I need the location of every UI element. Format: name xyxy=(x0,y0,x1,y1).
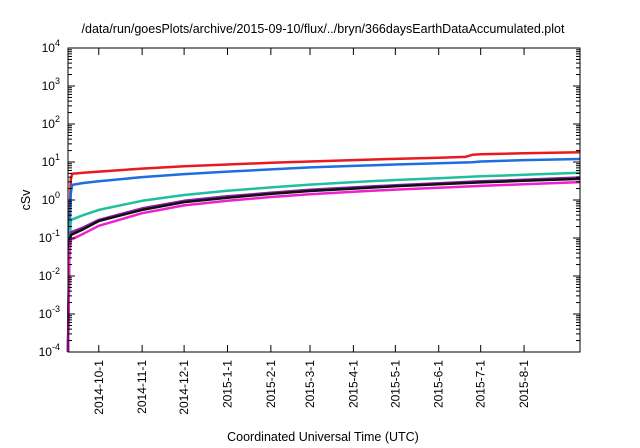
y-axis-label: cSv xyxy=(19,189,33,211)
x-tick-label: 2015-4-1 xyxy=(346,360,360,408)
series-line-5 xyxy=(66,177,581,353)
x-tick-label: 2015-2-1 xyxy=(264,360,278,408)
x-tick-label: 2015-6-1 xyxy=(432,360,446,408)
y-tick-label: 102 xyxy=(42,114,60,131)
x-tick-label: 2014-11-1 xyxy=(135,360,149,414)
y-tick-label: 101 xyxy=(42,152,60,169)
x-axis-label: Coordinated Universal Time (UTC) xyxy=(227,430,419,444)
series-layer xyxy=(66,151,581,353)
series-line-3 xyxy=(66,171,581,353)
x-axis: 2014-10-1 2014-11-1 2014-12-1 2015-1-1 2015-… xyxy=(92,48,531,415)
x-tick-label: 2015-3-1 xyxy=(303,360,317,408)
series-line-2 xyxy=(66,157,581,353)
y-axis: 104 103 102 101 100 10-1 10-2 10-3 10-4 xyxy=(39,38,580,359)
y-tick-label: 103 xyxy=(42,76,60,93)
series-line-6 xyxy=(66,180,581,353)
y-tick-label: 104 xyxy=(42,38,60,55)
x-tick-label: 2014-10-1 xyxy=(92,360,106,415)
y-tick-label: 10-3 xyxy=(39,304,60,321)
series-line-1 xyxy=(66,151,581,353)
x-tick-label: 2015-8-1 xyxy=(517,360,531,408)
x-tick-label: 2015-1-1 xyxy=(220,360,234,408)
y-tick-label: 10-1 xyxy=(39,228,60,245)
x-tick-label: 2015-5-1 xyxy=(388,360,402,408)
y-tick-label: 10-4 xyxy=(39,342,60,359)
x-tick-label: 2014-12-1 xyxy=(177,360,191,415)
series-line-4 xyxy=(66,176,581,353)
y-tick-label: 100 xyxy=(42,190,60,207)
chart-title: /data/run/goesPlots/archive/2015-09-10/f… xyxy=(82,22,565,36)
x-tick-label: 2015-7-1 xyxy=(474,360,488,408)
y-tick-label: 10-2 xyxy=(39,266,60,283)
